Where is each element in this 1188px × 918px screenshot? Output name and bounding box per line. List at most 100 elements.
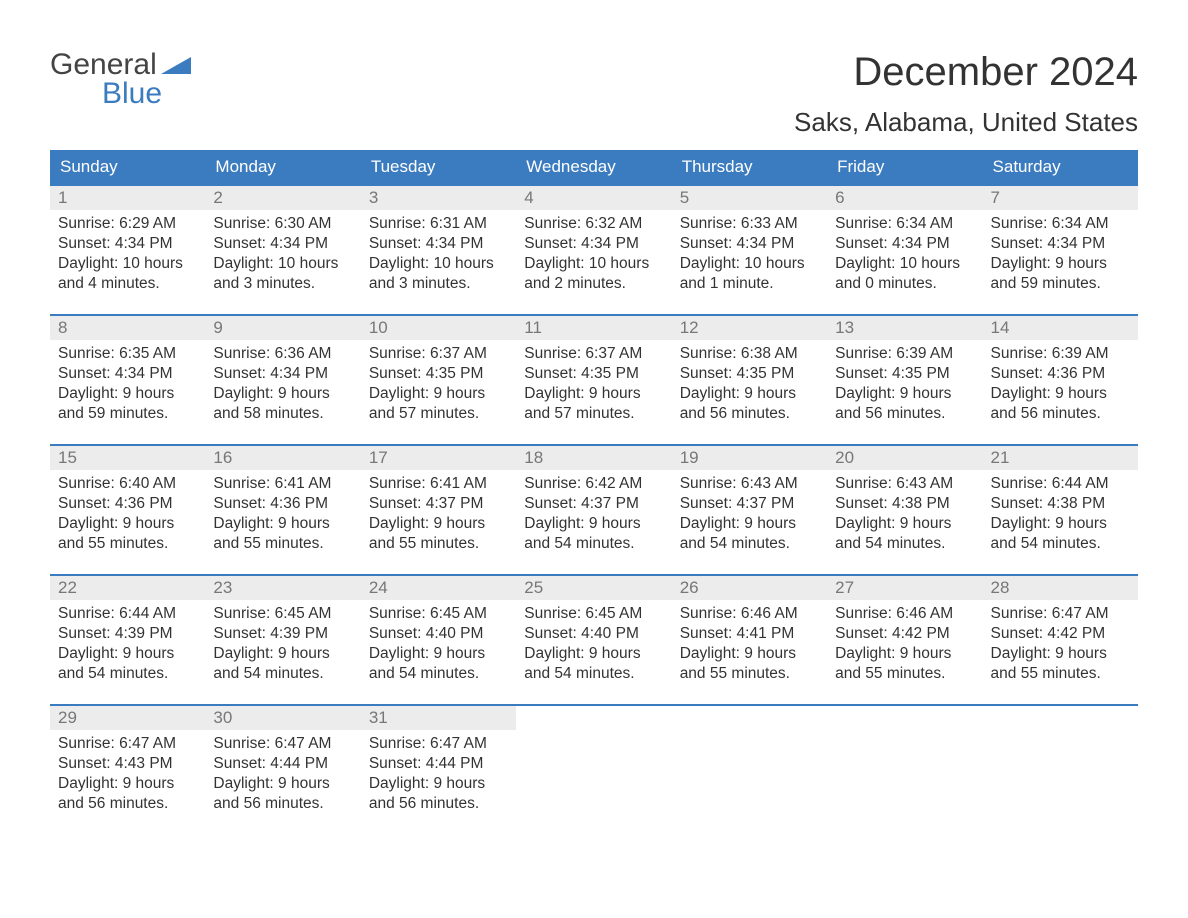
day-number: 11 <box>516 316 671 340</box>
day-content: Sunrise: 6:43 AMSunset: 4:37 PMDaylight:… <box>672 470 827 559</box>
day-day2: and 56 minutes. <box>680 404 819 424</box>
title-block: December 2024 Saks, Alabama, United Stat… <box>794 50 1138 138</box>
day-number: 22 <box>50 576 205 600</box>
day-sunset: Sunset: 4:36 PM <box>213 494 352 514</box>
day-sunset: Sunset: 4:36 PM <box>991 364 1130 384</box>
day-day2: and 55 minutes. <box>835 664 974 684</box>
day-cell: 9Sunrise: 6:36 AMSunset: 4:34 PMDaylight… <box>205 316 360 444</box>
day-cell: 28Sunrise: 6:47 AMSunset: 4:42 PMDayligh… <box>983 576 1138 704</box>
day-sunrise: Sunrise: 6:43 AM <box>680 474 819 494</box>
day-day2: and 56 minutes. <box>835 404 974 424</box>
day-content: Sunrise: 6:36 AMSunset: 4:34 PMDaylight:… <box>205 340 360 429</box>
day-day2: and 54 minutes. <box>524 534 663 554</box>
day-sunset: Sunset: 4:39 PM <box>213 624 352 644</box>
day-day2: and 3 minutes. <box>213 274 352 294</box>
day-day1: Daylight: 9 hours <box>524 514 663 534</box>
day-number: 3 <box>361 186 516 210</box>
day-number: 29 <box>50 706 205 730</box>
day-cell: 22Sunrise: 6:44 AMSunset: 4:39 PMDayligh… <box>50 576 205 704</box>
day-content: Sunrise: 6:37 AMSunset: 4:35 PMDaylight:… <box>516 340 671 429</box>
day-day1: Daylight: 10 hours <box>213 254 352 274</box>
day-day2: and 55 minutes. <box>213 534 352 554</box>
day-sunset: Sunset: 4:37 PM <box>369 494 508 514</box>
day-content: Sunrise: 6:37 AMSunset: 4:35 PMDaylight:… <box>361 340 516 429</box>
day-day1: Daylight: 9 hours <box>58 774 197 794</box>
day-header: Friday <box>827 150 982 184</box>
day-content: Sunrise: 6:39 AMSunset: 4:36 PMDaylight:… <box>983 340 1138 429</box>
logo: General Blue <box>50 50 191 109</box>
day-number: 16 <box>205 446 360 470</box>
day-day1: Daylight: 9 hours <box>524 384 663 404</box>
day-day2: and 54 minutes. <box>58 664 197 684</box>
day-cell: 8Sunrise: 6:35 AMSunset: 4:34 PMDaylight… <box>50 316 205 444</box>
day-sunrise: Sunrise: 6:44 AM <box>58 604 197 624</box>
day-header: Wednesday <box>516 150 671 184</box>
day-day2: and 0 minutes. <box>835 274 974 294</box>
day-sunrise: Sunrise: 6:44 AM <box>991 474 1130 494</box>
day-day2: and 54 minutes. <box>991 534 1130 554</box>
day-cell: 5Sunrise: 6:33 AMSunset: 4:34 PMDaylight… <box>672 186 827 314</box>
page-title: December 2024 <box>794 50 1138 95</box>
day-sunrise: Sunrise: 6:37 AM <box>369 344 508 364</box>
day-cell: 26Sunrise: 6:46 AMSunset: 4:41 PMDayligh… <box>672 576 827 704</box>
day-sunrise: Sunrise: 6:29 AM <box>58 214 197 234</box>
day-number: 7 <box>983 186 1138 210</box>
day-day2: and 2 minutes. <box>524 274 663 294</box>
day-content: Sunrise: 6:43 AMSunset: 4:38 PMDaylight:… <box>827 470 982 559</box>
day-cell: 14Sunrise: 6:39 AMSunset: 4:36 PMDayligh… <box>983 316 1138 444</box>
day-number: 4 <box>516 186 671 210</box>
day-header: Saturday <box>983 150 1138 184</box>
day-sunrise: Sunrise: 6:34 AM <box>835 214 974 234</box>
day-day1: Daylight: 9 hours <box>58 514 197 534</box>
week-row: 22 Sunrise: 6:44 AM Sunset: 4:39 PM Dayligh… <box>50 574 1138 704</box>
day-sunset: Sunset: 4:35 PM <box>680 364 819 384</box>
day-day2: and 56 minutes. <box>369 794 508 814</box>
day-number: 27 <box>827 576 982 600</box>
day-header: Tuesday <box>361 150 516 184</box>
day-day1: Daylight: 9 hours <box>680 644 819 664</box>
day-sunrise: Sunrise: 6:47 AM <box>213 734 352 754</box>
calendar: SundayMondayTuesdayWednesdayThursdayFrid… <box>50 150 1138 834</box>
day-sunrise: Sunrise: 6:47 AM <box>58 734 197 754</box>
day-sunset: Sunset: 4:38 PM <box>991 494 1130 514</box>
day-cell <box>516 706 671 834</box>
day-sunrise: Sunrise: 6:37 AM <box>524 344 663 364</box>
day-sunset: Sunset: 4:43 PM <box>58 754 197 774</box>
day-sunset: Sunset: 4:34 PM <box>213 234 352 254</box>
day-cell: 11Sunrise: 6:37 AMSunset: 4:35 PMDayligh… <box>516 316 671 444</box>
day-number: 23 <box>205 576 360 600</box>
day-day2: and 54 minutes. <box>369 664 508 684</box>
day-sunset: Sunset: 4:34 PM <box>524 234 663 254</box>
day-content: Sunrise: 6:32 AMSunset: 4:34 PMDaylight:… <box>516 210 671 299</box>
day-number: 20 <box>827 446 982 470</box>
day-sunset: Sunset: 4:34 PM <box>213 364 352 384</box>
day-sunrise: Sunrise: 6:34 AM <box>991 214 1130 234</box>
day-sunset: Sunset: 4:35 PM <box>369 364 508 384</box>
week-row: 15Sunrise: 6:40 AMSunset: 4:36 PMDayligh… <box>50 444 1138 574</box>
day-sunrise: Sunrise: 6:41 AM <box>213 474 352 494</box>
day-number: 8 <box>50 316 205 340</box>
day-cell: 12Sunrise: 6:38 AMSunset: 4:35 PMDayligh… <box>672 316 827 444</box>
day-number: 1 <box>50 186 205 210</box>
day-number: 13 <box>827 316 982 340</box>
day-sunrise: Sunrise: 6:45 AM <box>524 604 663 624</box>
day-content: Sunrise: 6:33 AMSunset: 4:34 PMDaylight:… <box>672 210 827 299</box>
day-sunrise: Sunrise: 6:39 AM <box>835 344 974 364</box>
day-sunrise: Sunrise: 6:33 AM <box>680 214 819 234</box>
day-day1: Daylight: 9 hours <box>369 774 508 794</box>
day-content: Sunrise: 6:47 AMSunset: 4:43 PMDaylight:… <box>50 730 205 819</box>
day-number <box>827 706 982 730</box>
day-cell <box>827 706 982 834</box>
day-day2: and 4 minutes. <box>58 274 197 294</box>
day-number: 19 <box>672 446 827 470</box>
day-sunrise: Sunrise: 6:38 AM <box>680 344 819 364</box>
day-day2: and 54 minutes. <box>213 664 352 684</box>
day-cell: 21Sunrise: 6:44 AMSunset: 4:38 PMDayligh… <box>983 446 1138 574</box>
day-sunrise: Sunrise: 6:45 AM <box>369 604 508 624</box>
header: General Blue December 2024 Saks, Alabama… <box>50 50 1138 138</box>
day-day2: and 54 minutes. <box>835 534 974 554</box>
day-header: Thursday <box>672 150 827 184</box>
day-number <box>983 706 1138 730</box>
day-day1: Daylight: 9 hours <box>991 644 1130 664</box>
day-sunrise: Sunrise: 6:35 AM <box>58 344 197 364</box>
